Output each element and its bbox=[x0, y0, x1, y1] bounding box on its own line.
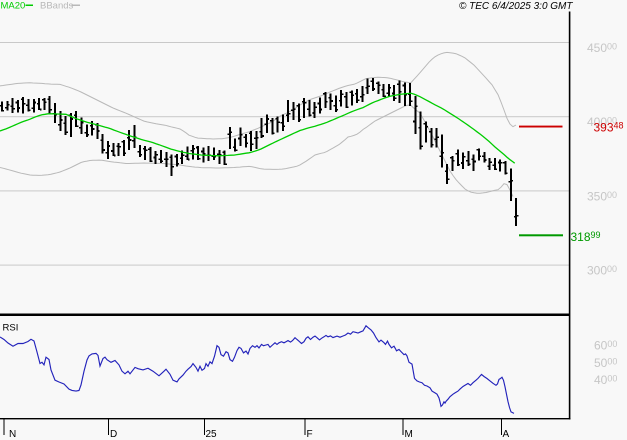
svg-text:RSI: RSI bbox=[3, 323, 19, 334]
svg-text:M: M bbox=[405, 429, 413, 440]
svg-text:A: A bbox=[503, 429, 510, 440]
svg-text:N: N bbox=[9, 429, 16, 440]
svg-text:© TEC 6/4/2025 3:0 GMT: © TEC 6/4/2025 3:0 GMT bbox=[459, 1, 573, 12]
svg-text:F: F bbox=[307, 429, 313, 440]
svg-text:D: D bbox=[110, 429, 117, 440]
svg-text:BBands: BBands bbox=[40, 1, 74, 12]
svg-text:MA20: MA20 bbox=[1, 1, 26, 12]
svg-text:25: 25 bbox=[206, 429, 218, 440]
